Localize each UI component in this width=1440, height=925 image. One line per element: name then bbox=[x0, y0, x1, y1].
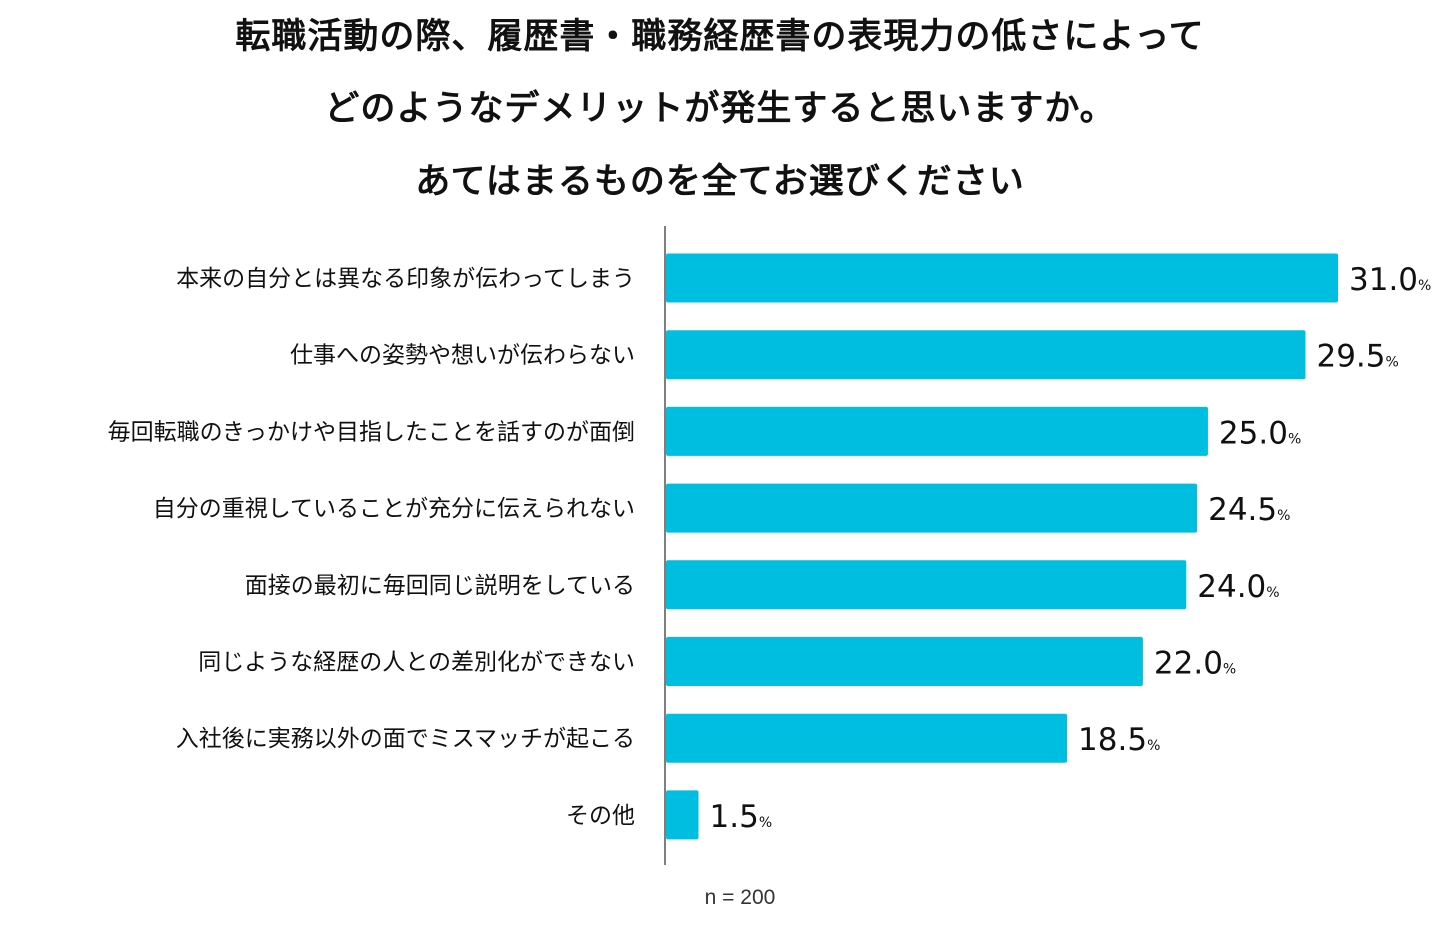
value-label: 22.0% bbox=[1154, 646, 1236, 682]
chart-title-line-3: あてはまるものを全てお選びください bbox=[415, 162, 1025, 202]
bar bbox=[666, 330, 1306, 380]
category-label: 仕事への姿勢や想いが伝わらない bbox=[290, 343, 635, 369]
value-label: 24.5% bbox=[1208, 492, 1290, 528]
category-label: 毎回転職のきっかけや目指したことを話すのが面倒 bbox=[108, 419, 635, 445]
value-number: 22.0 bbox=[1154, 646, 1223, 682]
value-unit: % bbox=[1147, 738, 1160, 754]
category-label: 本来の自分とは異なる印象が伝わってしまう bbox=[176, 266, 635, 292]
value-number: 18.5 bbox=[1078, 722, 1147, 758]
value-unit: % bbox=[1386, 355, 1399, 371]
value-unit: % bbox=[1223, 662, 1236, 678]
value-number: 24.0 bbox=[1197, 569, 1266, 605]
value-number: 25.0 bbox=[1219, 415, 1288, 451]
value-number: 1.5 bbox=[710, 799, 759, 835]
chart-title-line-1: 転職活動の際、履歴書・職務経歴書の表現力の低さによって bbox=[235, 17, 1205, 57]
value-label: 18.5% bbox=[1078, 722, 1160, 758]
value-number: 24.5 bbox=[1208, 492, 1277, 528]
value-unit: % bbox=[1288, 431, 1301, 447]
bar bbox=[666, 406, 1208, 456]
bar bbox=[666, 560, 1187, 610]
value-label: 1.5% bbox=[710, 799, 773, 835]
value-unit: % bbox=[1277, 508, 1290, 524]
value-label: 24.0% bbox=[1197, 569, 1279, 605]
value-unit: % bbox=[1266, 585, 1279, 601]
bar bbox=[666, 253, 1338, 303]
category-label: 入社後に実務以外の面でミスマッチが起こる bbox=[176, 726, 635, 752]
category-label: 同じような経歴の人との差別化ができない bbox=[198, 650, 635, 676]
value-unit: % bbox=[759, 815, 772, 831]
sample-size-note: n = 200 bbox=[704, 886, 776, 909]
value-label: 25.0% bbox=[1219, 415, 1301, 451]
category-label: 面接の最初に毎回同じ説明をしている bbox=[245, 573, 635, 599]
bar bbox=[666, 713, 1068, 763]
value-number: 29.5 bbox=[1316, 339, 1385, 375]
value-label: 31.0% bbox=[1349, 262, 1431, 298]
category-label: 自分の重視していることが充分に伝えられない bbox=[153, 496, 635, 522]
value-number: 31.0 bbox=[1349, 262, 1418, 298]
chart-title-line-2: どのようなデメリットが発生すると思いますか。 bbox=[324, 89, 1116, 129]
value-label: 29.5% bbox=[1316, 339, 1398, 375]
bar bbox=[666, 637, 1143, 686]
category-label: その他 bbox=[566, 803, 635, 829]
bar bbox=[666, 790, 699, 840]
value-unit: % bbox=[1418, 278, 1431, 294]
bar bbox=[666, 483, 1198, 533]
